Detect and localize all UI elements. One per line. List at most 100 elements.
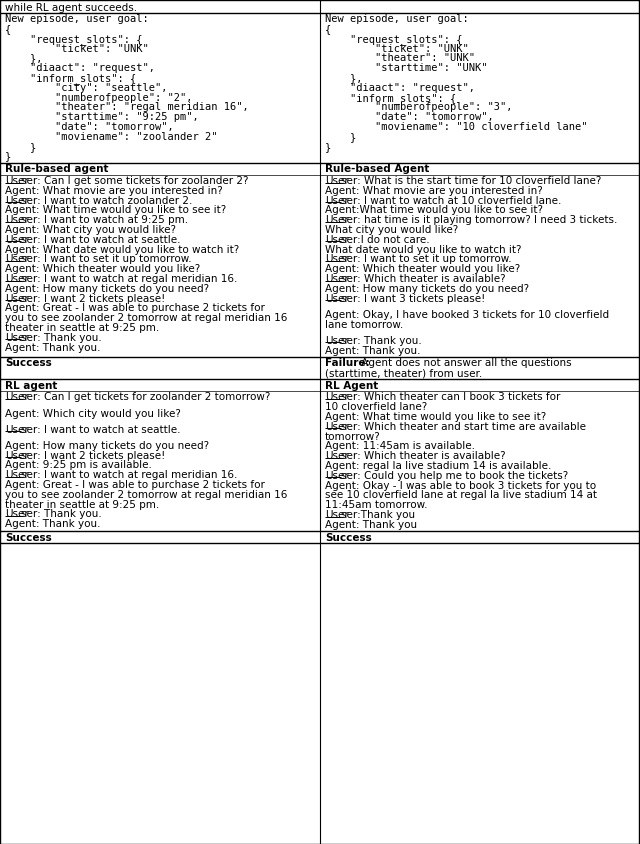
- Text: "ticket": "UNK": "ticket": "UNK": [325, 44, 468, 54]
- Text: Agent: What time would you like to see it?: Agent: What time would you like to see i…: [5, 205, 227, 215]
- Text: "city": "seattle",: "city": "seattle",: [5, 83, 168, 93]
- Text: Agent: Which city would you like?: Agent: Which city would you like?: [5, 408, 181, 419]
- Text: Agent: What date would you like to watch it?: Agent: What date would you like to watch…: [5, 245, 239, 255]
- Text: (starttime, theater) from user.: (starttime, theater) from user.: [325, 368, 483, 378]
- Text: User: User: [5, 274, 29, 284]
- Text: User: User: [5, 425, 29, 435]
- Text: ser: Could you help me to book the tickets?: ser: Could you help me to book the ticke…: [341, 471, 568, 481]
- Text: Agent: What movie are you interested in?: Agent: What movie are you interested in?: [5, 186, 223, 196]
- Text: Agent: What city you would like?: Agent: What city you would like?: [5, 225, 176, 235]
- Text: "request_slots": {: "request_slots": {: [5, 34, 143, 45]
- Text: },: },: [325, 73, 362, 83]
- Text: ser:I do not care.: ser:I do not care.: [341, 235, 430, 245]
- Text: User: User: [5, 392, 29, 403]
- Text: User: User: [5, 215, 29, 225]
- Text: see 10 cloverfield lane at regal la live stadium 14 at: see 10 cloverfield lane at regal la live…: [325, 490, 597, 500]
- Text: you to see zoolander 2 tomorrow at regal meridian 16: you to see zoolander 2 tomorrow at regal…: [5, 490, 287, 500]
- Text: User: User: [325, 215, 349, 225]
- Text: What date would you like to watch it?: What date would you like to watch it?: [325, 245, 522, 255]
- Text: Agent: Thank you: Agent: Thank you: [325, 520, 417, 530]
- Text: User: User: [325, 510, 349, 520]
- Text: Agent: Great - I was able to purchase 2 tickets for: Agent: Great - I was able to purchase 2 …: [5, 304, 265, 313]
- Text: Agent: Thank you.: Agent: Thank you.: [325, 346, 420, 355]
- Text: User: User: [325, 336, 349, 346]
- Text: Agent: 11:45am is available.: Agent: 11:45am is available.: [325, 441, 475, 452]
- Text: New episode, user goal:: New episode, user goal:: [5, 14, 148, 24]
- Text: "numberofpeople": "2",: "numberofpeople": "2",: [5, 93, 193, 103]
- Text: ser: Which theater is available?: ser: Which theater is available?: [341, 274, 506, 284]
- Text: ser: Can I get some tickets for zoolander 2?: ser: Can I get some tickets for zoolande…: [21, 176, 249, 186]
- Text: "theater": "regal meridian 16",: "theater": "regal meridian 16",: [5, 102, 249, 112]
- Text: Agent: Okay, I have booked 3 tickets for 10 cloverfield: Agent: Okay, I have booked 3 tickets for…: [325, 310, 609, 320]
- Text: User: User: [5, 451, 29, 461]
- Text: lane tomorrow.: lane tomorrow.: [325, 320, 403, 330]
- Text: "theater": "UNK": "theater": "UNK": [325, 53, 475, 63]
- Text: Success: Success: [325, 533, 372, 543]
- Text: Agent: How many tickets do you need?: Agent: How many tickets do you need?: [5, 284, 209, 294]
- Text: RL Agent: RL Agent: [325, 381, 378, 391]
- Text: ser: Which theater can I book 3 tickets for: ser: Which theater can I book 3 tickets …: [341, 392, 561, 403]
- Text: you to see zoolander 2 tomorrow at regal meridian 16: you to see zoolander 2 tomorrow at regal…: [5, 313, 287, 323]
- Text: User: User: [5, 333, 29, 343]
- Text: ser: Thank you.: ser: Thank you.: [21, 333, 102, 343]
- Text: ser: I want to watch at seattle.: ser: I want to watch at seattle.: [21, 235, 181, 245]
- Text: ser: What is the start time for 10 cloverfield lane?: ser: What is the start time for 10 clove…: [341, 176, 602, 186]
- Text: ser: Can I get tickets for zoolander 2 tomorrow?: ser: Can I get tickets for zoolander 2 t…: [21, 392, 271, 403]
- Text: {: {: [5, 24, 12, 34]
- Text: User: User: [5, 176, 29, 186]
- Text: User: User: [325, 196, 349, 206]
- Text: Agent:What time would you like to see it?: Agent:What time would you like to see it…: [325, 205, 543, 215]
- Text: ser: hat time is it playing tomorrow? I need 3 tickets.: ser: hat time is it playing tomorrow? I …: [341, 215, 618, 225]
- Text: }: }: [325, 132, 356, 142]
- Text: ser: I want to watch zoolander 2.: ser: I want to watch zoolander 2.: [21, 196, 193, 206]
- Text: ser: Thank you.: ser: Thank you.: [341, 336, 422, 346]
- Text: Success: Success: [5, 359, 52, 369]
- Text: {: {: [325, 24, 332, 34]
- Text: RL agent: RL agent: [5, 381, 58, 391]
- Text: Success: Success: [5, 533, 52, 543]
- Text: ser: I want to watch at regal meridian 16.: ser: I want to watch at regal meridian 1…: [21, 470, 237, 480]
- Text: Agent: Thank you.: Agent: Thank you.: [5, 519, 100, 529]
- Text: theater in seattle at 9:25 pm.: theater in seattle at 9:25 pm.: [5, 500, 159, 510]
- Text: New episode, user goal:: New episode, user goal:: [325, 14, 468, 24]
- Text: Agent: Which theater would you like?: Agent: Which theater would you like?: [325, 264, 520, 274]
- Text: "request_slots": {: "request_slots": {: [325, 34, 463, 45]
- Text: User: User: [325, 294, 349, 304]
- Text: "moviename": "10 cloverfield lane": "moviename": "10 cloverfield lane": [325, 122, 588, 133]
- Text: User: User: [325, 471, 349, 481]
- Text: Agent: What time would you like to see it?: Agent: What time would you like to see i…: [325, 412, 547, 422]
- Text: User: User: [5, 255, 29, 264]
- Text: Failure:: Failure:: [325, 359, 370, 369]
- Text: }: }: [5, 142, 36, 152]
- Text: User: User: [5, 470, 29, 480]
- Text: "diaact": "request",: "diaact": "request",: [325, 83, 475, 93]
- Text: }: }: [325, 142, 332, 152]
- Text: Agent: 9:25 pm is available.: Agent: 9:25 pm is available.: [5, 461, 152, 470]
- Text: 11:45am tomorrow.: 11:45am tomorrow.: [325, 500, 428, 510]
- Text: Agent: Which theater would you like?: Agent: Which theater would you like?: [5, 264, 200, 274]
- Text: "starttime": "UNK": "starttime": "UNK": [325, 63, 488, 73]
- Text: ser: I want to watch at 10 cloverfield lane.: ser: I want to watch at 10 cloverfield l…: [341, 196, 562, 206]
- Text: "date": "tomorrow",: "date": "tomorrow",: [325, 112, 493, 122]
- Text: ser: I want 3 tickets please!: ser: I want 3 tickets please!: [341, 294, 486, 304]
- Text: ser: I want to watch at seattle.: ser: I want to watch at seattle.: [21, 425, 181, 435]
- Text: Agent: How many tickets do you need?: Agent: How many tickets do you need?: [325, 284, 529, 294]
- Text: Agent does not answer all the questions: Agent does not answer all the questions: [358, 359, 572, 369]
- Text: "numberofpeople": "3",: "numberofpeople": "3",: [325, 102, 513, 112]
- Text: User: User: [325, 452, 349, 461]
- Text: "inform_slots": {: "inform_slots": {: [325, 93, 456, 104]
- Text: User: User: [325, 392, 349, 403]
- Text: "starttime": "9:25 pm",: "starttime": "9:25 pm",: [5, 112, 199, 122]
- Text: Agent: Great - I was able to purchase 2 tickets for: Agent: Great - I was able to purchase 2 …: [5, 480, 265, 490]
- Text: Agent: How many tickets do you need?: Agent: How many tickets do you need?: [5, 441, 209, 451]
- Text: ser: I want to set it up tomorrow.: ser: I want to set it up tomorrow.: [341, 255, 512, 264]
- Text: ser: Which theater is available?: ser: Which theater is available?: [341, 452, 506, 461]
- Text: User: User: [325, 255, 349, 264]
- Text: User: User: [325, 422, 349, 432]
- Text: ser: I want 2 tickets please!: ser: I want 2 tickets please!: [21, 294, 166, 304]
- Text: 10 cloverfield lane?: 10 cloverfield lane?: [325, 402, 428, 412]
- Text: ser:Thank you: ser:Thank you: [341, 510, 415, 520]
- Text: Agent: What movie are you interested in?: Agent: What movie are you interested in?: [325, 186, 543, 196]
- Text: "date": "tomorrow",: "date": "tomorrow",: [5, 122, 173, 133]
- Text: },: },: [5, 53, 42, 63]
